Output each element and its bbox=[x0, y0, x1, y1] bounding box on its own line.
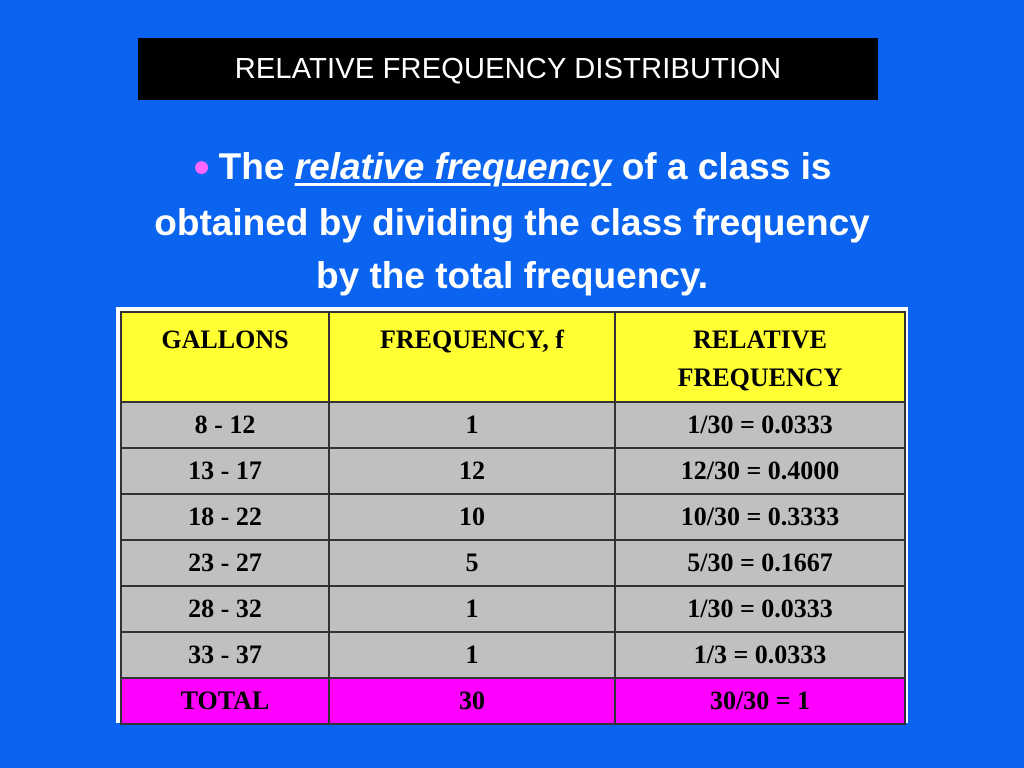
cell-gallons: 28 - 32 bbox=[120, 585, 330, 633]
cell-gallons: 18 - 22 bbox=[120, 493, 330, 541]
slide-title: RELATIVE FREQUENCY DISTRIBUTION bbox=[234, 52, 782, 85]
cell-gallons: 33 - 37 bbox=[120, 631, 330, 679]
cell-relative: 5/30 = 0.1667 bbox=[614, 539, 906, 587]
bullet-line-1: ● The relative frequency of a class is bbox=[40, 140, 984, 196]
cell-relative: 10/30 = 0.3333 bbox=[614, 493, 906, 541]
header-gallons: GALLONS bbox=[120, 311, 330, 403]
cell-relative: 1/30 = 0.0333 bbox=[614, 585, 906, 633]
bullet-point: ● The relative frequency of a class is ob… bbox=[40, 140, 984, 302]
bullet-prefix: The bbox=[218, 146, 285, 187]
cell-relative: 1/30 = 0.0333 bbox=[614, 401, 906, 449]
total-frequency: 30 bbox=[328, 677, 616, 725]
cell-frequency: 5 bbox=[328, 539, 616, 587]
table-row: 23 - 27 5 5/30 = 0.1667 bbox=[120, 539, 906, 587]
cell-gallons: 8 - 12 bbox=[120, 401, 330, 449]
table-row: 33 - 37 1 1/3 = 0.0333 bbox=[120, 631, 906, 679]
cell-gallons: 23 - 27 bbox=[120, 539, 330, 587]
table-total-row: TOTAL 30 30/30 = 1 bbox=[120, 677, 906, 725]
cell-gallons: 13 - 17 bbox=[120, 447, 330, 495]
table-row: 13 - 17 12 12/30 = 0.4000 bbox=[120, 447, 906, 495]
total-label: TOTAL bbox=[120, 677, 330, 725]
cell-frequency: 12 bbox=[328, 447, 616, 495]
cell-relative: 1/3 = 0.0333 bbox=[614, 631, 906, 679]
table-header-row: GALLONS FREQUENCY, f RELATIVE FREQUENCY bbox=[120, 311, 906, 403]
cell-frequency: 1 bbox=[328, 631, 616, 679]
table-frame: GALLONS FREQUENCY, f RELATIVE FREQUENCY … bbox=[116, 307, 908, 725]
cell-relative: 12/30 = 0.4000 bbox=[614, 447, 906, 495]
bullet-line-3: by the total frequency. bbox=[316, 255, 708, 296]
header-frequency: FREQUENCY, f bbox=[328, 311, 616, 403]
cell-frequency: 1 bbox=[328, 585, 616, 633]
bullet-suffix: of a class is bbox=[621, 146, 832, 187]
header-relative-line2: FREQUENCY bbox=[677, 363, 843, 392]
table-row: 8 - 12 1 1/30 = 0.0333 bbox=[120, 401, 906, 449]
title-bar: RELATIVE FREQUENCY DISTRIBUTION bbox=[138, 38, 878, 100]
frequency-table: GALLONS FREQUENCY, f RELATIVE FREQUENCY … bbox=[120, 311, 906, 725]
table-row: 18 - 22 10 10/30 = 0.3333 bbox=[120, 493, 906, 541]
bullet-emphasis: relative frequency bbox=[294, 146, 612, 187]
header-relative-frequency: RELATIVE FREQUENCY bbox=[614, 311, 906, 403]
table-row: 28 - 32 1 1/30 = 0.0333 bbox=[120, 585, 906, 633]
bullet-line-2: obtained by dividing the class frequency bbox=[154, 202, 870, 243]
header-relative-line1: RELATIVE bbox=[693, 325, 827, 354]
cell-frequency: 1 bbox=[328, 401, 616, 449]
cell-frequency: 10 bbox=[328, 493, 616, 541]
total-relative: 30/30 = 1 bbox=[614, 677, 906, 725]
bullet-dot-icon: ● bbox=[192, 150, 211, 183]
